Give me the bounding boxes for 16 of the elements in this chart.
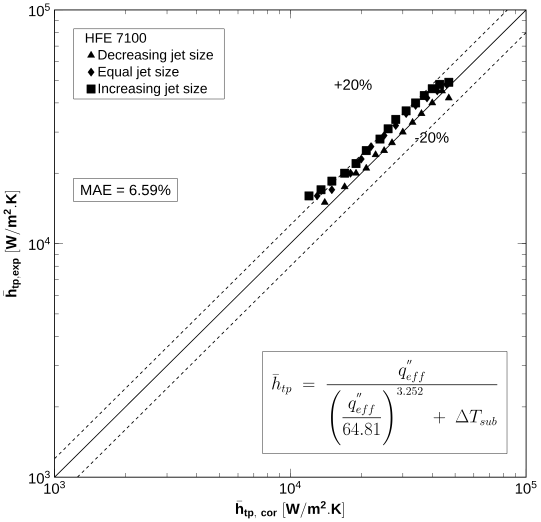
x-tick-label: 10$^{4}$ — [280, 481, 301, 494]
annotation: -20% — [415, 132, 449, 143]
y-tick-label: 10$^{5}$ — [29, 4, 50, 16]
legend-label: Decreasing jet size — [98, 50, 214, 62]
x-axis-title: $\bar{\mathbf{h}}_{\mathbf{tp,\ cor}}\ \mathbf{[W/m^{2}.K]}$ — [236, 500, 344, 518]
y-tick-label: 10$^{4}$ — [29, 237, 50, 250]
annotation: $\bar{h}_{tp} \;=\; \dfrac{q^{''}_{eff}}{\left(\dfrac{q^{''}_{eff}}{64.81}\right)^{3.252} \;+\; \Delta T_{sub}}$ — [272, 360, 498, 446]
legend-title: HFE 7100 — [86, 33, 146, 43]
annotation: +20% — [334, 79, 372, 90]
y-axis-title: $\bar{\mathbf{h}}_{\mathbf{tp,exp}}\ \mathbf{[W/m^{2}.K]}$ — [3, 191, 21, 297]
legend-label: Equal jet size — [98, 66, 179, 80]
x-tick-label: 10$^{3}$ — [44, 481, 65, 494]
annotation: MAE = 6.59% — [81, 184, 170, 196]
y-tick-label: 10$^{3}$ — [29, 470, 50, 484]
x-tick-label: 10$^{5}$ — [516, 481, 537, 494]
legend-label: Increasing jet size — [98, 83, 207, 96]
